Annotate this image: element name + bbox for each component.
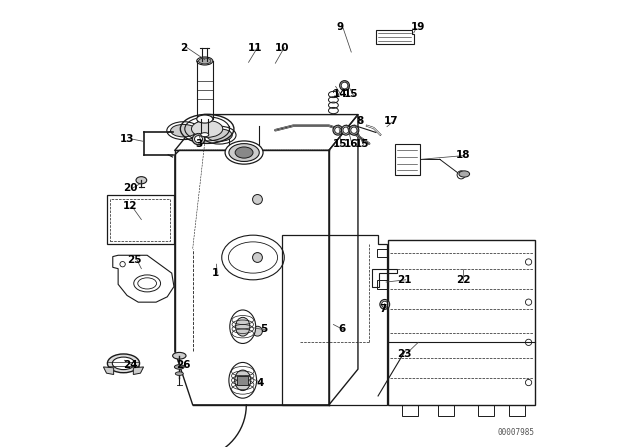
Text: 20: 20 (123, 183, 138, 193)
Text: 25: 25 (127, 255, 142, 265)
Text: 14: 14 (333, 90, 348, 99)
Ellipse shape (206, 129, 232, 142)
Text: 15: 15 (355, 138, 370, 149)
Polygon shape (133, 367, 143, 375)
Ellipse shape (351, 127, 357, 134)
Text: 17: 17 (384, 116, 399, 126)
Text: 2: 2 (180, 43, 188, 52)
Text: 1: 1 (211, 268, 219, 278)
Text: 13: 13 (120, 134, 134, 144)
Text: 5: 5 (260, 324, 268, 334)
Polygon shape (104, 367, 114, 375)
Ellipse shape (236, 317, 250, 336)
Text: 26: 26 (177, 360, 191, 370)
Ellipse shape (229, 362, 257, 398)
Polygon shape (237, 376, 248, 385)
Ellipse shape (173, 353, 186, 359)
Ellipse shape (196, 115, 213, 123)
Ellipse shape (108, 354, 140, 373)
Text: 24: 24 (123, 360, 138, 370)
Text: 10: 10 (275, 43, 289, 52)
Ellipse shape (235, 370, 251, 391)
Ellipse shape (225, 141, 263, 164)
Text: 18: 18 (456, 150, 470, 160)
Text: 11: 11 (248, 43, 262, 52)
Ellipse shape (253, 326, 262, 336)
Ellipse shape (229, 144, 259, 161)
Text: 9: 9 (337, 22, 344, 33)
Ellipse shape (175, 372, 183, 375)
Text: 6: 6 (339, 324, 346, 334)
Ellipse shape (201, 133, 209, 137)
Ellipse shape (341, 125, 350, 135)
Ellipse shape (335, 127, 341, 134)
Ellipse shape (381, 301, 388, 307)
Text: 21: 21 (397, 275, 412, 285)
Text: 19: 19 (411, 22, 426, 33)
Ellipse shape (349, 125, 359, 135)
Ellipse shape (253, 253, 262, 263)
Ellipse shape (333, 125, 343, 135)
Ellipse shape (457, 171, 465, 179)
Text: 7: 7 (379, 304, 386, 314)
Ellipse shape (175, 365, 184, 369)
Text: 22: 22 (456, 275, 470, 285)
Ellipse shape (380, 299, 390, 309)
Text: 3: 3 (196, 138, 203, 149)
Ellipse shape (198, 58, 211, 64)
Ellipse shape (171, 125, 196, 137)
Text: 15: 15 (333, 138, 348, 149)
Ellipse shape (341, 82, 348, 89)
Ellipse shape (340, 81, 349, 90)
Ellipse shape (191, 121, 223, 138)
Ellipse shape (253, 194, 262, 204)
Ellipse shape (136, 177, 147, 184)
Ellipse shape (459, 171, 470, 177)
Text: 15: 15 (344, 90, 358, 99)
Text: 00007985: 00007985 (497, 428, 534, 438)
Ellipse shape (343, 127, 349, 134)
Text: 4: 4 (256, 378, 264, 388)
Ellipse shape (235, 147, 253, 158)
Text: 23: 23 (397, 349, 412, 358)
Ellipse shape (192, 134, 205, 145)
Text: 12: 12 (123, 201, 138, 211)
Ellipse shape (230, 310, 256, 344)
Ellipse shape (113, 357, 134, 370)
Text: 8: 8 (356, 116, 364, 126)
Text: 16: 16 (344, 138, 358, 149)
Ellipse shape (195, 136, 202, 143)
